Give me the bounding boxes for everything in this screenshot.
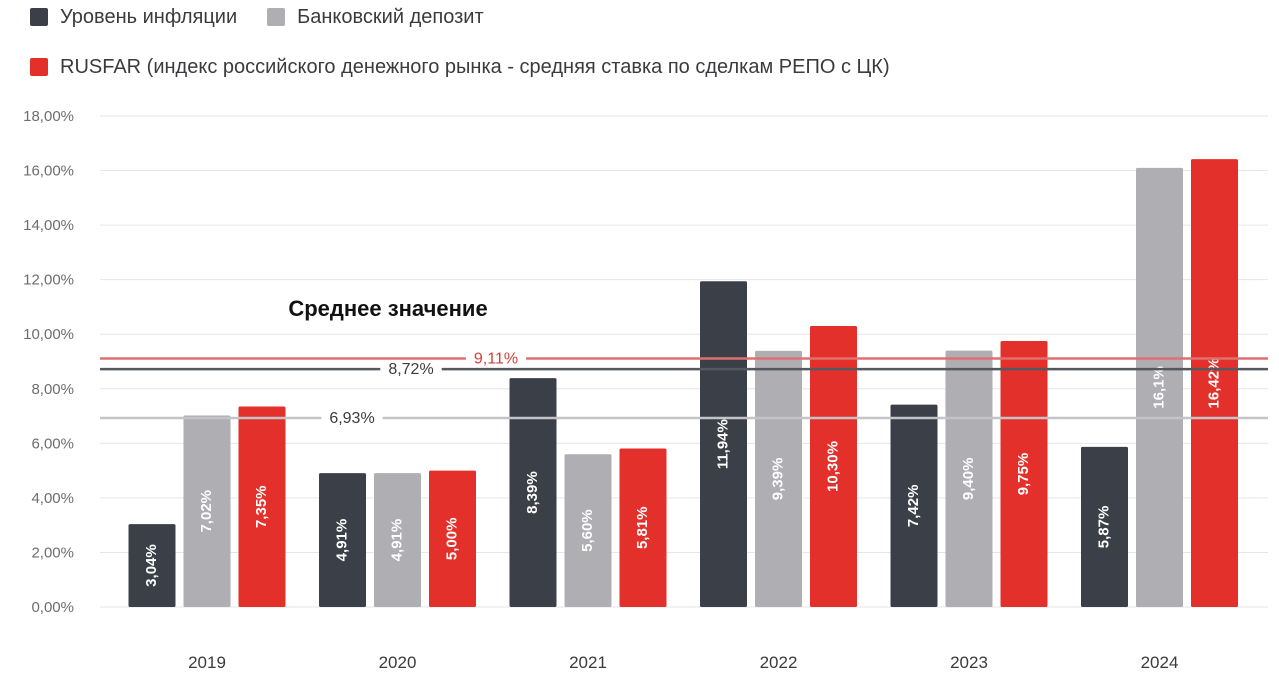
x-tick-label: 2024 (1141, 653, 1179, 672)
ref-line-deposit-label-bg (321, 408, 383, 428)
legend-label-rusfar: RUSFAR (индекс российского денежного рын… (60, 55, 890, 78)
y-tick-label: 12,00% (23, 272, 74, 289)
bar-value-label: 5,81% (634, 506, 651, 549)
legend-item-rusfar: RUSFAR (индекс российского денежного рын… (30, 56, 890, 79)
bar-value-label: 3,04% (143, 544, 160, 587)
bar-inflation (319, 473, 366, 607)
y-tick-label: 4,00% (31, 490, 74, 507)
legend: Уровень инфляции Банковский депозит RUSF… (30, 4, 920, 80)
bar-value-label: 9,75% (1015, 453, 1032, 496)
bar-inflation (890, 404, 938, 607)
legend-swatch-inflation (30, 8, 48, 26)
bar-value-label: 11,94% (714, 419, 731, 469)
legend-label-inflation: Уровень инфляции (60, 5, 238, 28)
bar-rusfar (1191, 159, 1238, 608)
bar-value-label: 8,39% (524, 471, 541, 514)
y-tick-label: 18,00% (23, 108, 74, 125)
x-tick-label: 2019 (188, 653, 226, 672)
bar-inflation (1081, 446, 1128, 607)
bar-value-label: 9,39% (769, 458, 786, 501)
bar-inflation (700, 281, 747, 607)
ref-line-rusfar-label-bg (465, 349, 527, 369)
bar-value-label: 10,30% (824, 441, 841, 492)
bar-rusfar (429, 470, 476, 607)
y-tick-label: 14,00% (23, 217, 74, 234)
bar-value-label: 7,02% (198, 490, 215, 533)
bar-rusfar (1000, 341, 1048, 607)
ref-line-inflation-label: 8,72% (388, 361, 433, 378)
y-tick-label: 10,00% (23, 326, 74, 343)
x-tick-label: 2022 (760, 653, 798, 672)
bar-rusfar (619, 448, 667, 607)
legend-label-deposit: Банковский депозит (297, 5, 484, 28)
bar-inflation (509, 378, 557, 607)
ref-line-inflation-label-bg (380, 360, 442, 380)
y-tick-label: 8,00% (31, 381, 74, 398)
x-tick-label: 2020 (379, 653, 417, 672)
bar-value-label: 5,60% (579, 509, 596, 552)
bar-deposit (1136, 167, 1183, 608)
bar-value-label: 16,42% (1205, 358, 1222, 409)
bar-value-label: 5,87% (1095, 506, 1112, 549)
bar-deposit (564, 454, 612, 607)
bar-rusfar (238, 406, 286, 607)
ref-line-deposit-label: 6,93% (329, 410, 374, 427)
y-tick-label: 0,00% (31, 599, 74, 616)
y-tick-label: 6,00% (31, 435, 74, 452)
bar-value-label: 9,40% (960, 458, 977, 501)
y-tick-label: 16,00% (23, 163, 74, 180)
legend-swatch-deposit (267, 8, 286, 26)
bar-inflation (128, 524, 176, 607)
bar-value-label: 4,91% (388, 519, 405, 562)
bar-deposit (183, 415, 231, 607)
x-tick-label: 2023 (950, 653, 988, 672)
average-annotation: Среднее значение (288, 296, 487, 321)
bar-rusfar (810, 326, 857, 607)
bar-value-label: 4,91% (333, 519, 350, 562)
bar-deposit (755, 350, 802, 607)
bar-deposit (374, 473, 421, 607)
bar-value-label: 16,1% (1150, 366, 1167, 409)
y-tick-label: 2,00% (31, 544, 74, 561)
ref-line-rusfar-label: 9,11% (474, 350, 518, 367)
bar-value-label: 5,00% (443, 518, 460, 561)
legend-swatch-rusfar (30, 58, 48, 76)
bar-value-label: 7,42% (905, 485, 922, 528)
x-tick-label: 2021 (569, 653, 607, 672)
legend-item-deposit: Банковский депозит (267, 5, 484, 29)
legend-item-inflation: Уровень инфляции (30, 6, 237, 29)
bar-value-label: 7,35% (253, 485, 270, 528)
bar-deposit (945, 350, 993, 607)
